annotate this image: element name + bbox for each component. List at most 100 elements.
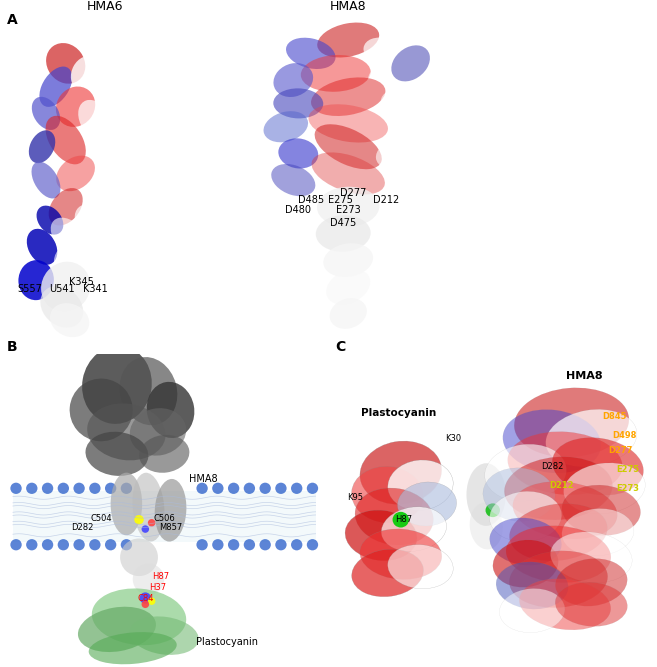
Circle shape bbox=[244, 539, 255, 550]
Ellipse shape bbox=[32, 97, 60, 130]
Ellipse shape bbox=[40, 286, 83, 327]
Text: D282: D282 bbox=[71, 523, 93, 532]
Bar bbox=[13, 492, 315, 542]
Ellipse shape bbox=[317, 23, 379, 57]
Ellipse shape bbox=[505, 457, 612, 520]
Text: H87: H87 bbox=[152, 572, 170, 580]
Ellipse shape bbox=[562, 485, 641, 536]
Ellipse shape bbox=[376, 138, 420, 169]
Ellipse shape bbox=[286, 38, 336, 69]
Ellipse shape bbox=[551, 532, 632, 583]
Ellipse shape bbox=[351, 549, 424, 597]
Ellipse shape bbox=[273, 88, 323, 119]
Ellipse shape bbox=[351, 466, 424, 523]
Ellipse shape bbox=[355, 488, 434, 545]
Text: C: C bbox=[335, 340, 346, 354]
Circle shape bbox=[291, 539, 302, 550]
Ellipse shape bbox=[279, 138, 318, 169]
Ellipse shape bbox=[514, 388, 629, 457]
Circle shape bbox=[275, 539, 286, 550]
Ellipse shape bbox=[509, 504, 608, 561]
Ellipse shape bbox=[546, 410, 637, 467]
Ellipse shape bbox=[120, 538, 158, 576]
Ellipse shape bbox=[39, 67, 72, 107]
Circle shape bbox=[26, 539, 37, 550]
Circle shape bbox=[260, 539, 271, 550]
Circle shape bbox=[307, 539, 318, 550]
Ellipse shape bbox=[381, 507, 447, 552]
Circle shape bbox=[228, 483, 239, 494]
Text: B: B bbox=[7, 340, 17, 354]
Ellipse shape bbox=[506, 526, 611, 582]
Circle shape bbox=[140, 592, 151, 604]
Ellipse shape bbox=[311, 153, 385, 194]
Circle shape bbox=[121, 539, 132, 550]
Ellipse shape bbox=[78, 607, 156, 652]
Ellipse shape bbox=[519, 579, 611, 630]
Circle shape bbox=[260, 483, 271, 494]
Ellipse shape bbox=[489, 492, 562, 542]
Text: A: A bbox=[7, 13, 17, 27]
Ellipse shape bbox=[513, 482, 617, 539]
Circle shape bbox=[89, 483, 101, 494]
Circle shape bbox=[148, 519, 156, 526]
Ellipse shape bbox=[54, 243, 97, 283]
Ellipse shape bbox=[18, 260, 54, 300]
Ellipse shape bbox=[46, 43, 85, 83]
Text: C84: C84 bbox=[137, 594, 154, 602]
Ellipse shape bbox=[37, 205, 63, 235]
Circle shape bbox=[134, 515, 144, 524]
Circle shape bbox=[105, 539, 116, 550]
Text: D277: D277 bbox=[340, 189, 367, 198]
Ellipse shape bbox=[315, 124, 382, 169]
Text: D498: D498 bbox=[612, 430, 637, 440]
Ellipse shape bbox=[110, 473, 142, 536]
Ellipse shape bbox=[147, 382, 194, 438]
Ellipse shape bbox=[133, 564, 164, 595]
Ellipse shape bbox=[380, 88, 426, 119]
Text: K345: K345 bbox=[69, 277, 94, 287]
Text: D212: D212 bbox=[373, 195, 399, 205]
Ellipse shape bbox=[508, 432, 622, 495]
Circle shape bbox=[121, 483, 132, 494]
Text: K95: K95 bbox=[347, 493, 363, 502]
Ellipse shape bbox=[323, 243, 373, 277]
Ellipse shape bbox=[94, 164, 116, 196]
Ellipse shape bbox=[87, 131, 115, 162]
Ellipse shape bbox=[363, 37, 408, 69]
Ellipse shape bbox=[29, 130, 55, 163]
Ellipse shape bbox=[129, 408, 186, 456]
Ellipse shape bbox=[466, 463, 506, 526]
Ellipse shape bbox=[391, 108, 430, 139]
Ellipse shape bbox=[392, 45, 430, 81]
Ellipse shape bbox=[503, 410, 601, 473]
Circle shape bbox=[74, 483, 85, 494]
Circle shape bbox=[291, 483, 302, 494]
Ellipse shape bbox=[56, 87, 95, 127]
Ellipse shape bbox=[87, 404, 166, 460]
Text: HMA8: HMA8 bbox=[566, 371, 603, 381]
Ellipse shape bbox=[496, 562, 568, 609]
Title: HMA6: HMA6 bbox=[87, 1, 124, 13]
Text: D282: D282 bbox=[541, 462, 563, 471]
Ellipse shape bbox=[82, 346, 152, 424]
Ellipse shape bbox=[133, 473, 164, 542]
Text: D845: D845 bbox=[602, 412, 627, 421]
Circle shape bbox=[42, 539, 53, 550]
Circle shape bbox=[196, 539, 208, 550]
Circle shape bbox=[89, 539, 101, 550]
Text: H87: H87 bbox=[396, 515, 413, 524]
Ellipse shape bbox=[139, 435, 189, 473]
Text: E273: E273 bbox=[616, 484, 639, 493]
Text: D485: D485 bbox=[298, 195, 324, 205]
Ellipse shape bbox=[470, 502, 503, 550]
Ellipse shape bbox=[388, 545, 453, 589]
Text: C504: C504 bbox=[91, 514, 112, 522]
Circle shape bbox=[42, 483, 53, 494]
Ellipse shape bbox=[483, 468, 555, 522]
Ellipse shape bbox=[564, 463, 645, 514]
Text: M857: M857 bbox=[159, 523, 182, 532]
Ellipse shape bbox=[309, 104, 388, 143]
Ellipse shape bbox=[91, 229, 119, 264]
Circle shape bbox=[244, 483, 255, 494]
